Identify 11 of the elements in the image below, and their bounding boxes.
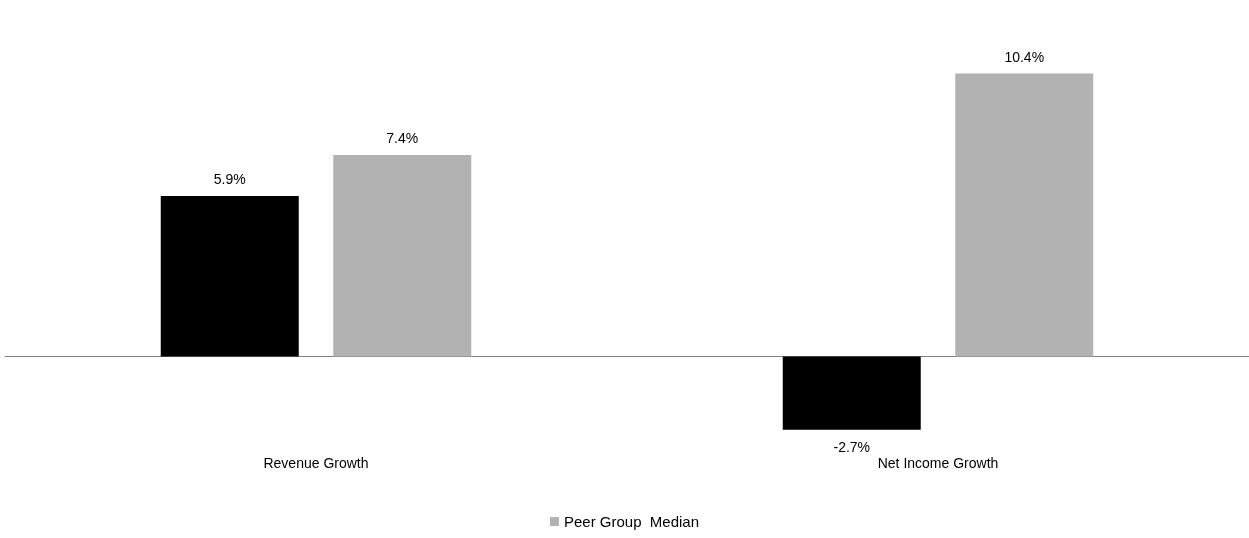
bar (333, 155, 472, 357)
data-label: 7.4% (386, 130, 419, 147)
legend-label: Peer Group Median (563, 513, 700, 530)
data-label: 10.4% (1004, 48, 1045, 65)
bar (955, 73, 1094, 357)
bar (160, 195, 299, 357)
bar (782, 356, 921, 430)
x-tick-label: Revenue Growth (263, 455, 369, 471)
data-label: 5.9% (213, 170, 246, 187)
x-tick-label: Net Income Growth (877, 455, 999, 471)
data-label: -2.7% (833, 438, 871, 455)
